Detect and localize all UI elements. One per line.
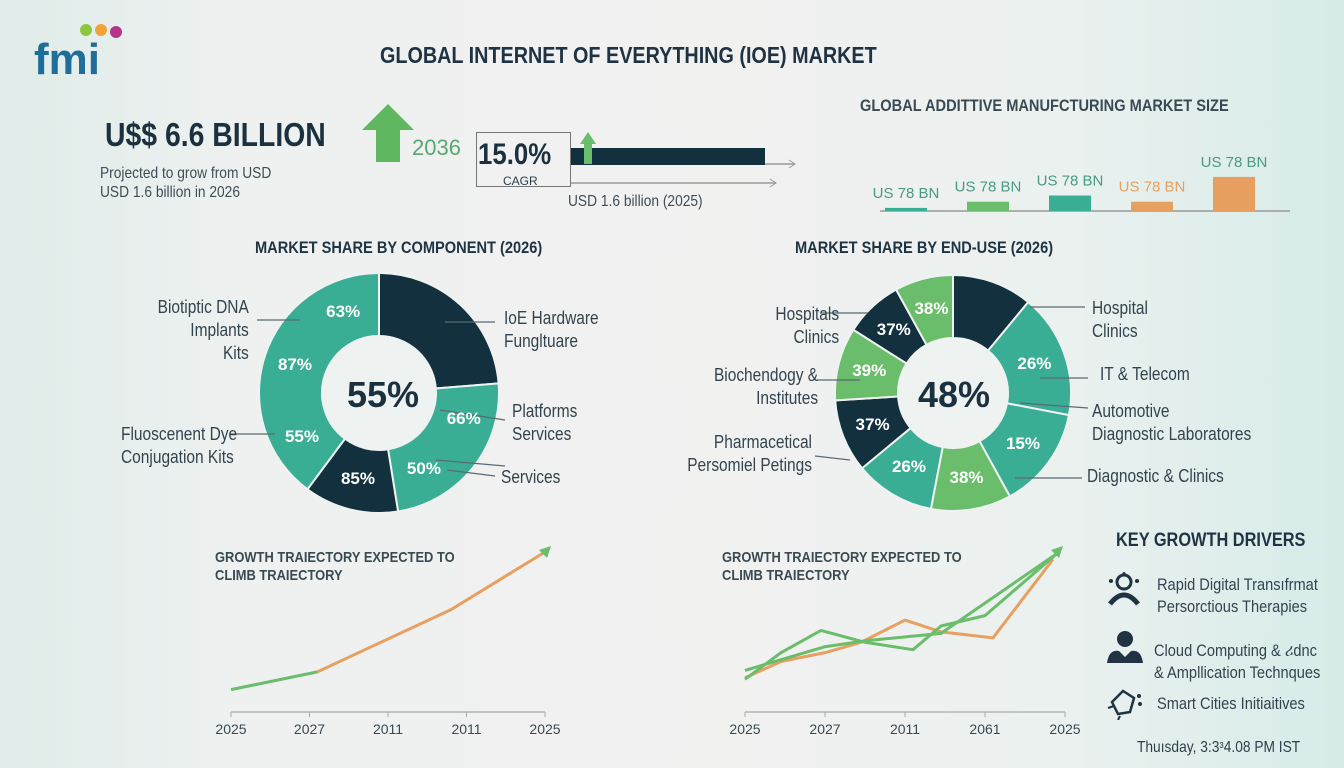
- driver-2: Cloud Computing & ሪdnc & Ampllication Tec…: [1154, 641, 1321, 682]
- headline-note-1: Projected to grow from USD: [100, 165, 272, 182]
- donut-hole: [899, 339, 1007, 447]
- legend-it-telecom: IT & Telecom: [1100, 364, 1190, 384]
- cagr-value: 15.0%: [478, 138, 552, 171]
- headline-year: 2036: [412, 135, 461, 160]
- bar-chart-title: GLOBAL ADDITTIVE MANUFCTURING MARKET SIZ…: [860, 96, 1229, 115]
- bar: [885, 207, 927, 211]
- segment-label: 38%: [949, 468, 984, 488]
- svg-text:fmi: fmi: [34, 35, 100, 78]
- cagr-bar: [571, 132, 796, 188]
- donut-segment: [378, 271, 500, 390]
- segment-label: 15%: [1005, 433, 1040, 453]
- user-icon: [1107, 631, 1143, 663]
- leader-line: [814, 455, 851, 461]
- segment-label: 66%: [446, 408, 481, 428]
- donut-segment: [258, 271, 380, 491]
- driver-1: Rapid Digital Transıfrmat Persorctious Th…: [1157, 575, 1318, 616]
- bar-data-label: US 78 BN: [955, 179, 1022, 196]
- legend-pharmaceutical: Pharmacetical Persomiel Petings: [687, 432, 812, 475]
- bar: [967, 201, 1009, 211]
- growth-chart-title-left: GROWTH TRAIECTORY EXPECTED TO CLIMB TRAI…: [215, 549, 455, 584]
- segment-label: 55%: [284, 426, 319, 446]
- segment-label: 37%: [876, 319, 911, 339]
- drivers-title: KEY GROWTH DRIVERS: [1116, 530, 1306, 551]
- segment-label: 63%: [326, 302, 361, 322]
- segment-label: 39%: [852, 361, 887, 381]
- growth-chart-title-right: GROWTH TRAIECTORY EXPECTED TO CLIMB TRAI…: [722, 549, 962, 584]
- headline-value: U$$ 6.6 BILLION: [105, 116, 326, 153]
- end-use-chart-title: MARKET SHARE BY END-USE (2026): [795, 238, 1054, 257]
- segment-label: 50%: [406, 459, 441, 479]
- legend-biochendogy: Biochendogy & Institutes: [713, 365, 819, 408]
- bar: [1213, 176, 1255, 211]
- bar: [1131, 201, 1173, 211]
- cagr-label: CAGR: [503, 174, 538, 188]
- page-title: GLOBAL INTERNET OF EVERYTHING (IOE) MARK…: [380, 42, 877, 68]
- chip-icon: [1107, 689, 1142, 720]
- component-chart-title: MARKET SHARE BY COMPONENT (2026): [255, 238, 543, 257]
- leader-line: [435, 459, 506, 467]
- timestamp: Thuısday, 3:3ᶟ4.08 PM IST: [1137, 739, 1301, 756]
- leader-line: [1019, 402, 1089, 409]
- segment-label: 37%: [855, 414, 890, 434]
- bar-data-label: US 78 BN: [1119, 179, 1186, 196]
- donut-segment: [894, 273, 954, 347]
- cagr-box: [476, 132, 571, 187]
- legend-biotiptic: Biotiptic DNA Implants Kits: [157, 297, 249, 363]
- cagr-base-label: USD 1.6 billion (2025): [568, 193, 703, 210]
- leader-line: [446, 469, 496, 477]
- up-arrow-icon: [362, 104, 414, 162]
- bar-data-label: US 78 BN: [1037, 173, 1104, 190]
- bar: [1049, 195, 1091, 211]
- bar-data-label: US 78 BN: [873, 185, 940, 202]
- leader-line: [439, 409, 506, 421]
- people-network-icon: [1108, 572, 1140, 606]
- segment-label: 85%: [340, 468, 375, 488]
- legend-hospitals-clinics: Hospitals Clinics: [775, 304, 840, 347]
- segment-label: 38%: [914, 299, 949, 319]
- headline-note-2: USD 1.6 billion in 2026: [100, 184, 240, 201]
- legend-hospital-clinics: Hospital Clinics: [1092, 298, 1148, 341]
- donut-hole: [323, 337, 435, 449]
- component-center-label: 55%: [347, 374, 420, 415]
- legend-ioe-hardware: IoE Hardware Fungltuare: [504, 308, 599, 351]
- legend-diagnostic-clinics: Diagnostic & Clinics: [1087, 466, 1224, 486]
- segment-label: 26%: [891, 457, 926, 477]
- legend-platforms: Platforms Services: [512, 401, 578, 444]
- legend-services: Services: [501, 467, 561, 487]
- donut-segment: [386, 382, 500, 513]
- market-size-bar-chart: US 78 BN US 78 BN US 78 BN US 78 BN US 78 BN: [873, 154, 1290, 212]
- driver-3: Smart Cities Initiaitives: [1157, 694, 1305, 713]
- end-use-center-label: 48%: [918, 374, 991, 415]
- legend-automotive: Automotive Diagnostic Laboratores: [1092, 401, 1252, 444]
- segment-label: 26%: [1017, 353, 1052, 373]
- legend-fluorescent: Fluoscenent Dye Conjugation Kits: [121, 424, 238, 467]
- fmi-logo: fmi: [34, 22, 144, 84]
- bar-data-label: US 78 BN: [1201, 154, 1268, 171]
- segment-label: 87%: [277, 355, 312, 375]
